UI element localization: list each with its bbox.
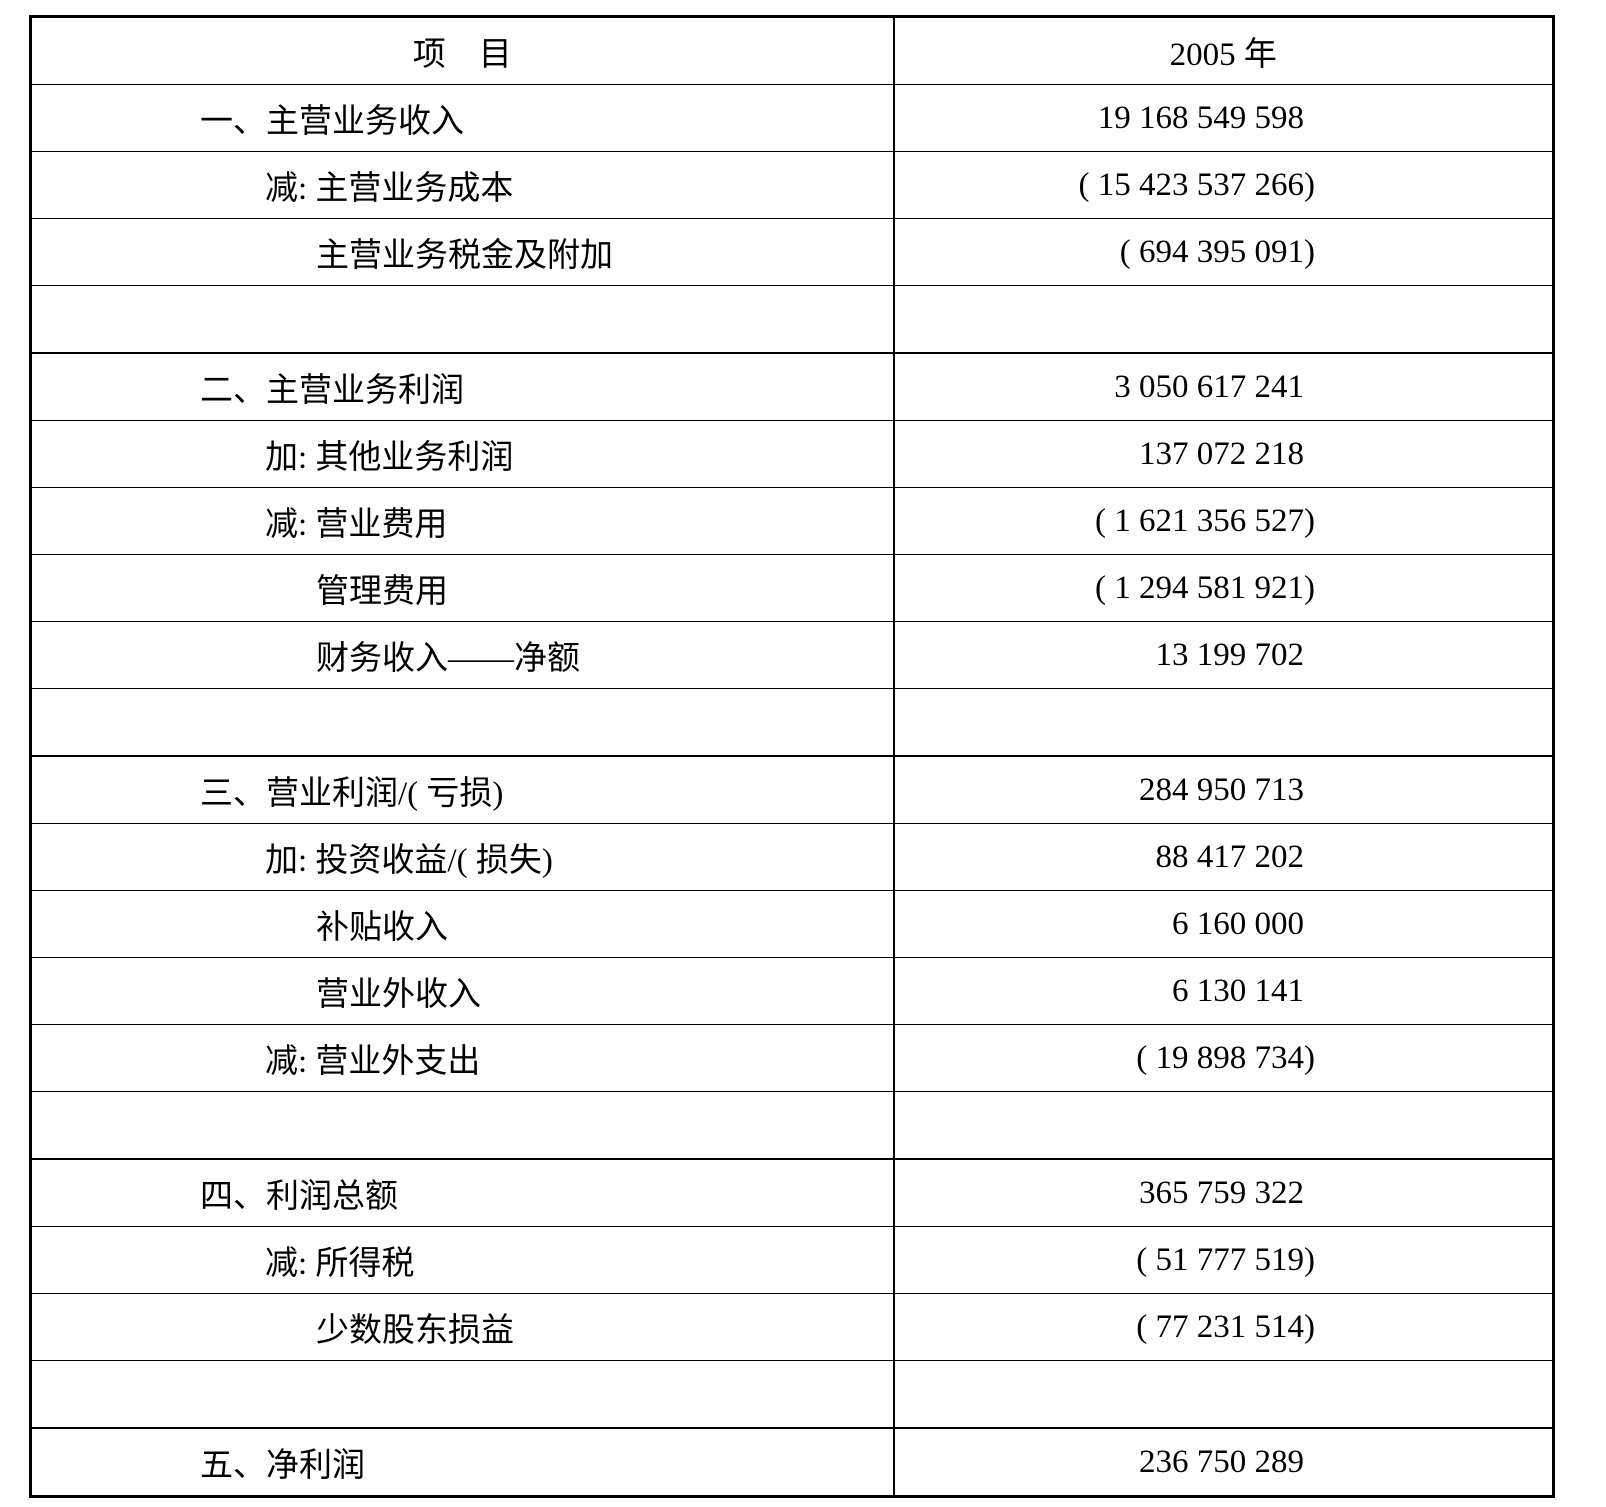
value-cell bbox=[893, 1360, 1554, 1428]
spacer-row bbox=[30, 688, 1554, 756]
item-cell: 管理费用 bbox=[30, 554, 895, 622]
table-row: 少数股东损益( 77 231 514) bbox=[30, 1293, 1554, 1361]
value-cell: ( 1 294 581 921) bbox=[893, 554, 1554, 622]
spacer-row bbox=[30, 1091, 1554, 1159]
column-header-item: 项 目 bbox=[30, 16, 895, 85]
value-cell bbox=[893, 688, 1554, 756]
table-row: 二、主营业务利润 3 050 617 241 bbox=[30, 352, 1554, 421]
item-cell: 五、净利润 bbox=[30, 1427, 895, 1497]
table-row: 主营业务税金及附加( 694 395 091) bbox=[30, 218, 1554, 286]
table-row: 管理费用( 1 294 581 921) bbox=[30, 554, 1554, 622]
value-cell: 3 050 617 241 bbox=[893, 352, 1554, 421]
value-cell: ( 1 621 356 527) bbox=[893, 487, 1554, 555]
table-row: 财务收入——净额 13 199 702 bbox=[30, 621, 1554, 689]
item-cell bbox=[30, 1360, 895, 1428]
spacer-row bbox=[30, 285, 1554, 353]
item-cell: 加: 其他业务利润 bbox=[30, 420, 895, 488]
value-cell: ( 19 898 734) bbox=[893, 1024, 1554, 1092]
item-cell: 二、主营业务利润 bbox=[30, 352, 895, 421]
value-cell bbox=[893, 285, 1554, 353]
value-cell: 236 750 289 bbox=[893, 1427, 1554, 1497]
income-statement-table: 项 目 2005 年 一、主营业务收入 19 168 549 598 减: 主营业务… bbox=[29, 15, 1555, 1498]
table-row: 五、净利润 236 750 289 bbox=[30, 1427, 1554, 1497]
table-row: 三、营业利润/( 亏损) 284 950 713 bbox=[30, 755, 1554, 824]
item-cell: 财务收入——净额 bbox=[30, 621, 895, 689]
item-cell: 减: 主营业务成本 bbox=[30, 151, 895, 219]
value-cell: 6 130 141 bbox=[893, 957, 1554, 1025]
table-row: 减: 所得税( 51 777 519) bbox=[30, 1226, 1554, 1294]
value-cell: 6 160 000 bbox=[893, 890, 1554, 958]
table-row: 减: 营业外支出( 19 898 734) bbox=[30, 1024, 1554, 1092]
item-cell: 主营业务税金及附加 bbox=[30, 218, 895, 286]
item-cell: 一、主营业务收入 bbox=[30, 84, 895, 152]
item-cell: 加: 投资收益/( 损失) bbox=[30, 823, 895, 891]
header-row: 项 目 2005 年 bbox=[30, 16, 1554, 85]
item-cell bbox=[30, 1091, 895, 1159]
table-row: 减: 主营业务成本( 15 423 537 266) bbox=[30, 151, 1554, 219]
value-cell: ( 51 777 519) bbox=[893, 1226, 1554, 1294]
value-cell bbox=[893, 1091, 1554, 1159]
table-row: 营业外收入 6 130 141 bbox=[30, 957, 1554, 1025]
value-cell: ( 77 231 514) bbox=[893, 1293, 1554, 1361]
item-cell: 减: 所得税 bbox=[30, 1226, 895, 1294]
table-body: 一、主营业务收入 19 168 549 598 减: 主营业务成本( 15 423 … bbox=[30, 84, 1554, 1497]
value-cell: ( 694 395 091) bbox=[893, 218, 1554, 286]
item-cell: 营业外收入 bbox=[30, 957, 895, 1025]
item-cell bbox=[30, 688, 895, 756]
value-cell: 19 168 549 598 bbox=[893, 84, 1554, 152]
item-cell: 减: 营业外支出 bbox=[30, 1024, 895, 1092]
table-row: 加: 投资收益/( 损失) 88 417 202 bbox=[30, 823, 1554, 891]
item-cell bbox=[30, 285, 895, 353]
column-header-year: 2005 年 bbox=[1169, 37, 1277, 73]
item-cell: 减: 营业费用 bbox=[30, 487, 895, 555]
item-cell: 四、利润总额 bbox=[30, 1158, 895, 1227]
value-cell: 284 950 713 bbox=[893, 755, 1554, 824]
item-cell: 三、营业利润/( 亏损) bbox=[30, 755, 895, 824]
value-cell: 365 759 322 bbox=[893, 1158, 1554, 1227]
spacer-row bbox=[30, 1360, 1554, 1428]
table-row: 补贴收入 6 160 000 bbox=[30, 890, 1554, 958]
item-cell: 少数股东损益 bbox=[30, 1293, 895, 1361]
value-cell: ( 15 423 537 266) bbox=[893, 151, 1554, 219]
value-cell: 13 199 702 bbox=[893, 621, 1554, 689]
table-row: 四、利润总额 365 759 322 bbox=[30, 1158, 1554, 1227]
table-row: 一、主营业务收入 19 168 549 598 bbox=[30, 84, 1554, 152]
item-cell: 补贴收入 bbox=[30, 890, 895, 958]
value-cell: 88 417 202 bbox=[893, 823, 1554, 891]
value-cell: 137 072 218 bbox=[893, 420, 1554, 488]
table-row: 加: 其他业务利润 137 072 218 bbox=[30, 420, 1554, 488]
table-row: 减: 营业费用( 1 621 356 527) bbox=[30, 487, 1554, 555]
